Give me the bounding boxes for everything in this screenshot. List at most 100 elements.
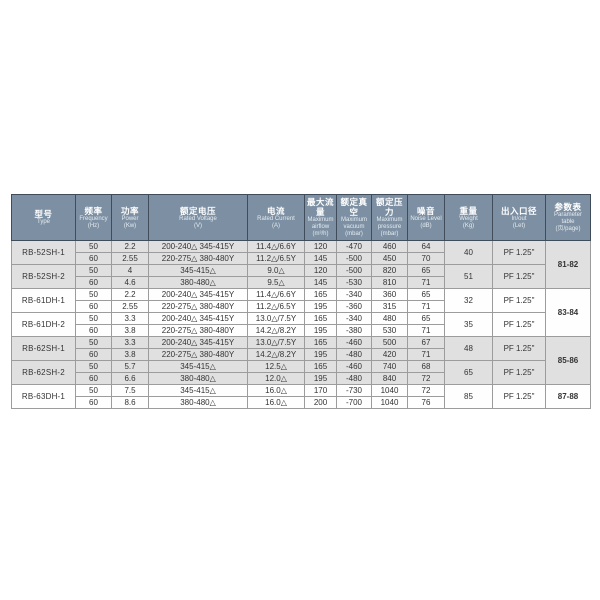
weight-cell: 65 — [444, 360, 493, 385]
column-header-page: 参数表 Parameter table (页/page) — [545, 194, 591, 241]
vacuum-cell: -360 — [336, 300, 372, 313]
current-cell: 12.0△ — [247, 372, 305, 385]
pressure-cell: 450 — [371, 252, 408, 265]
weight-cell: 51 — [444, 264, 493, 289]
header-label-zh: 最大流量 — [306, 197, 334, 217]
voltage-cell: 345-415△ — [148, 384, 248, 397]
noise-cell: 67 — [407, 336, 445, 349]
power-cell: 2.55 — [111, 252, 149, 265]
noise-cell: 65 — [407, 312, 445, 325]
column-header-freq: 频率 Frequency (Hz) — [75, 194, 112, 241]
vacuum-cell: -500 — [336, 252, 372, 265]
header-label-zh: 电流 — [266, 205, 285, 216]
inout-cell: PF 1.25" — [492, 288, 546, 313]
header-label-en: (mbar) — [345, 231, 363, 237]
vacuum-cell: -500 — [336, 264, 372, 277]
power-cell: 6.6 — [111, 372, 149, 385]
header-label-zh: 额定电压 — [179, 205, 216, 216]
freq-cell: 60 — [75, 252, 112, 265]
model-cell: RB-52SH-2 — [11, 264, 76, 289]
power-cell: 3.8 — [111, 348, 149, 361]
model-cell: RB-61DH-2 — [11, 312, 76, 337]
voltage-cell: 220-275△ 380-480Y — [148, 252, 248, 265]
current-cell: 16.0△ — [247, 396, 305, 409]
header-label-zh: 功率 — [120, 205, 139, 216]
airflow-cell: 120 — [304, 240, 337, 253]
airflow-cell: 145 — [304, 252, 337, 265]
header-label-en: Weight — [459, 215, 478, 222]
model-cell: RB-62SH-2 — [11, 360, 76, 385]
table-row: 60 8.6 380-480△ 16.0△ 200 -700 1040 76 — [12, 396, 591, 409]
vacuum-cell: -460 — [336, 360, 372, 373]
noise-cell: 76 — [407, 396, 445, 409]
pressure-cell: 1040 — [371, 384, 408, 397]
header-label-zh: 频率 — [84, 205, 103, 216]
vacuum-cell: -340 — [336, 312, 372, 325]
pressure-cell: 480 — [371, 312, 408, 325]
header-label-en: Power — [121, 215, 139, 222]
current-cell: 13.0△/7.5Y — [247, 336, 305, 349]
header-label-en: airflow — [311, 224, 330, 230]
pressure-cell: 740 — [371, 360, 408, 373]
current-cell: 14.2△/8.2Y — [247, 348, 305, 361]
table-row: RB-62SH-2 50 5.7 345-415△ 12.5△ 165 -460 740 68 6… — [11, 360, 591, 385]
voltage-cell: 380-480△ — [148, 396, 248, 409]
page-cell: 81-82 — [545, 240, 591, 289]
voltage-cell: 345-415△ — [148, 264, 248, 277]
current-cell: 14.2△/8.2Y — [247, 324, 305, 337]
freq-cell: 60 — [75, 324, 112, 337]
table-row: RB-61DH-1 50 2.2 200-240△ 345-415Y 11.4△/6.6… — [11, 288, 591, 337]
noise-cell: 72 — [407, 384, 445, 397]
weight-cell: 32 — [444, 288, 493, 313]
header-label-en: (Let) — [512, 222, 526, 229]
noise-cell: 71 — [407, 300, 445, 313]
current-cell: 11.2△/6.5Y — [247, 300, 305, 313]
header-label-en: (A) — [272, 222, 280, 229]
pressure-cell: 810 — [371, 276, 408, 289]
column-header-inout: 出入口径 In/out (Let) — [492, 194, 546, 241]
weight-cell: 85 — [444, 384, 493, 409]
airflow-cell: 170 — [304, 384, 337, 397]
header-label-en: Type — [36, 219, 50, 225]
page-cell: 87-88 — [545, 384, 591, 409]
header-label-en: (V) — [194, 222, 202, 229]
header-label-en: pressure — [377, 224, 402, 230]
inout-cell: PF 1.25" — [492, 360, 546, 385]
header-label-en: Frequency — [79, 215, 108, 222]
freq-cell: 50 — [75, 288, 112, 301]
airflow-cell: 145 — [304, 276, 337, 289]
vacuum-cell: -380 — [336, 324, 372, 337]
header-label-zh: 额定压力 — [375, 197, 403, 217]
airflow-cell: 195 — [304, 300, 337, 313]
column-header-vacuum: 额定真空 Maximum vacuum (mbar) — [336, 194, 372, 241]
vacuum-cell: -730 — [336, 384, 372, 397]
voltage-cell: 200-240△ 345-415Y — [148, 336, 248, 349]
current-cell: 9.0△ — [247, 264, 305, 277]
pressure-cell: 820 — [371, 264, 408, 277]
model-cell: RB-61DH-1 — [11, 288, 76, 313]
table-row: 60 6.6 380-480△ 12.0△ 195 -480 840 72 — [12, 372, 591, 385]
power-cell: 3.3 — [111, 336, 149, 349]
freq-cell: 50 — [75, 264, 112, 277]
freq-cell: 60 — [75, 276, 112, 289]
freq-cell: 50 — [75, 240, 112, 253]
power-cell: 3.8 — [111, 324, 149, 337]
header-label-en: (Hz) — [87, 222, 100, 229]
power-cell: 4.6 — [111, 276, 149, 289]
voltage-cell: 200-240△ 345-415Y — [148, 312, 248, 325]
airflow-cell: 195 — [304, 348, 337, 361]
header-label-en: (dB) — [420, 222, 432, 229]
freq-cell: 60 — [75, 372, 112, 385]
vacuum-cell: -460 — [336, 336, 372, 349]
page-cell: 85-86 — [545, 336, 591, 385]
inout-cell: PF 1.25" — [492, 384, 546, 409]
current-cell: 16.0△ — [247, 384, 305, 397]
table-row: RB-62SH-1 50 3.3 200-240△ 345-415Y 13.0△/7.5… — [11, 336, 591, 385]
column-header-power: 功率 Power (Kw) — [111, 194, 149, 241]
header-label-en: Maximum — [376, 217, 403, 223]
header-label-zh: 型号 — [34, 209, 53, 219]
vacuum-cell: -700 — [336, 396, 372, 409]
table-row: RB-52SH-2 50 4 345-415△ 9.0△ 120 -500 820 65 51 PF… — [11, 264, 591, 289]
pressure-cell: 360 — [371, 288, 408, 301]
